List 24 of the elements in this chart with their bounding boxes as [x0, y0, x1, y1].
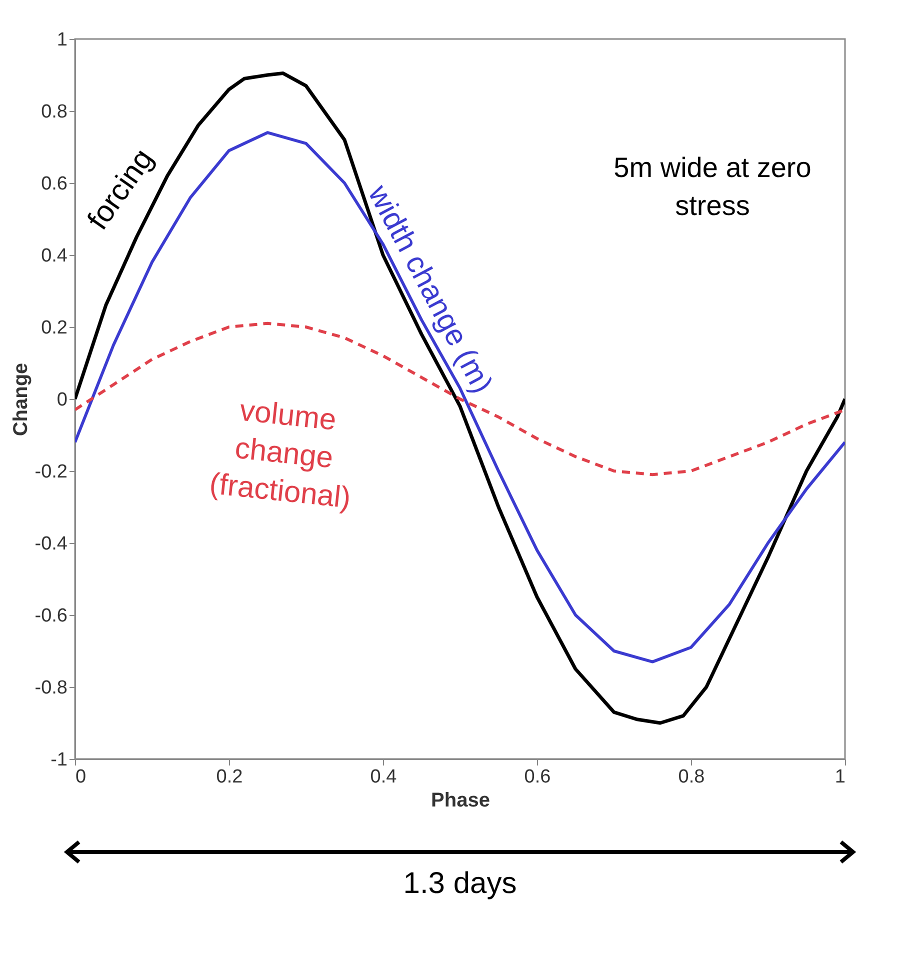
x-tick-label: 0.2: [216, 766, 243, 788]
y-tick-label: 0.4: [41, 246, 68, 266]
line-series: [75, 131, 845, 664]
y-tick-label: -0.4: [34, 534, 68, 554]
y-tick-label: 0: [56, 390, 68, 410]
y-axis-title: Change: [10, 362, 32, 436]
y-tick-label: 0.8: [41, 102, 68, 122]
y-tick-label: -0.2: [34, 462, 68, 482]
x-axis-title: Phase: [431, 790, 490, 812]
y-tick-label: -0.6: [34, 606, 68, 626]
x-tick-label: 0.6: [524, 766, 551, 788]
line-series: [75, 71, 845, 725]
x-tick-label: 0.8: [678, 766, 705, 788]
y-tick-label: 0.6: [41, 174, 68, 194]
x-tick-label: 0: [76, 766, 86, 788]
x-tick-label: 1: [834, 766, 846, 788]
text: volume change (fractional): [208, 394, 352, 515]
annotation: 5m wide at zero stress: [612, 151, 812, 223]
y-tick-label: 0.2: [41, 318, 68, 338]
y-tick-label: -0.8: [34, 678, 68, 698]
x-tick-label: 0.4: [370, 766, 398, 788]
y-tick-label: 1: [56, 30, 68, 50]
text: 1.3 days: [402, 867, 518, 901]
y-tick-label: -1: [50, 750, 68, 770]
